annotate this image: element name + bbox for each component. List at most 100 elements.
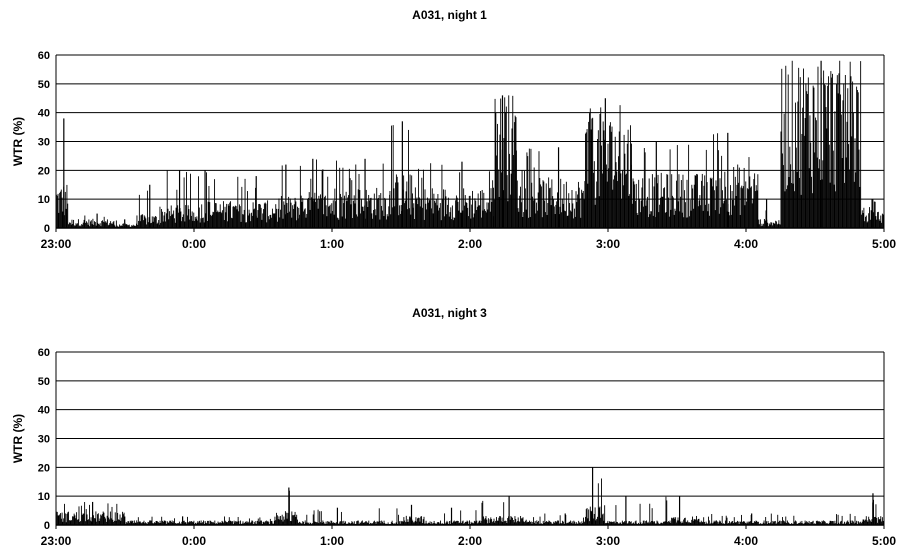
bar [257,520,258,525]
bar [185,522,187,525]
bar [388,206,390,228]
bar [742,186,744,228]
bar [525,519,527,525]
bar [759,224,761,228]
bar [353,523,354,525]
bar [679,521,681,525]
bar [281,514,283,525]
bar [412,207,414,228]
bar [477,522,479,525]
bar [502,190,504,228]
bar [510,173,512,228]
bar [478,520,480,525]
bar [647,521,649,525]
bar [524,188,526,228]
bar [231,218,233,228]
bar [830,71,832,228]
bar [86,221,87,228]
bar [119,225,121,228]
y-tick-label: 10 [38,491,50,503]
bar-peak [124,219,126,228]
bar [551,179,553,228]
bar [641,187,643,228]
bar [451,205,453,228]
bar [433,193,435,228]
bar [863,519,865,525]
bar [73,225,75,228]
bar [491,519,493,525]
bar [234,522,236,525]
bar [360,522,362,525]
bar [80,226,82,228]
bar [806,521,808,525]
bar [728,522,730,525]
bar [877,212,878,228]
bar [248,518,250,525]
bar [536,210,538,228]
bar [605,523,606,525]
bar [651,174,653,228]
bar [732,520,734,525]
bar [678,520,680,525]
bar [160,222,162,228]
bar [398,521,400,525]
bar [864,221,866,228]
bar [247,521,249,525]
bar [481,189,483,228]
bar [259,204,261,228]
bar [790,164,792,228]
bar [121,225,123,228]
bar [711,514,713,525]
bar [71,219,73,228]
bar [616,171,618,228]
bar [142,522,144,525]
bar [149,520,151,525]
bar [250,522,252,525]
bar [202,522,204,525]
bar [328,206,329,228]
bar [309,209,311,228]
bar [260,207,262,228]
bar [875,216,877,228]
bar [837,514,839,525]
bar [70,224,72,228]
bar [423,219,425,228]
bar [880,516,882,525]
bar [568,521,570,525]
bar-peak [872,199,874,228]
bar [635,520,637,525]
bar [60,191,61,228]
bar [395,182,397,228]
bar [684,190,686,228]
bar [652,520,654,525]
bar [257,518,259,525]
bar [300,195,302,228]
bar [549,187,551,228]
bar [243,209,245,228]
bar [109,519,111,525]
bar [332,200,334,228]
bar [206,172,207,228]
bar [622,169,623,228]
bar [130,521,132,525]
bar [822,160,824,228]
bar-peak [312,158,314,228]
bar [419,521,421,525]
bar [802,107,804,228]
bar [517,517,519,525]
bar [811,521,813,525]
bar [846,121,848,228]
bar [533,167,535,228]
bar [867,521,869,525]
bar [390,214,392,228]
bar [687,217,689,228]
bar [106,222,108,228]
bar [330,213,332,228]
bar [726,517,728,525]
bar [588,121,590,228]
bar [764,220,766,228]
bar [367,522,369,525]
bar [232,206,234,228]
bar [659,204,661,228]
bar [75,518,77,525]
